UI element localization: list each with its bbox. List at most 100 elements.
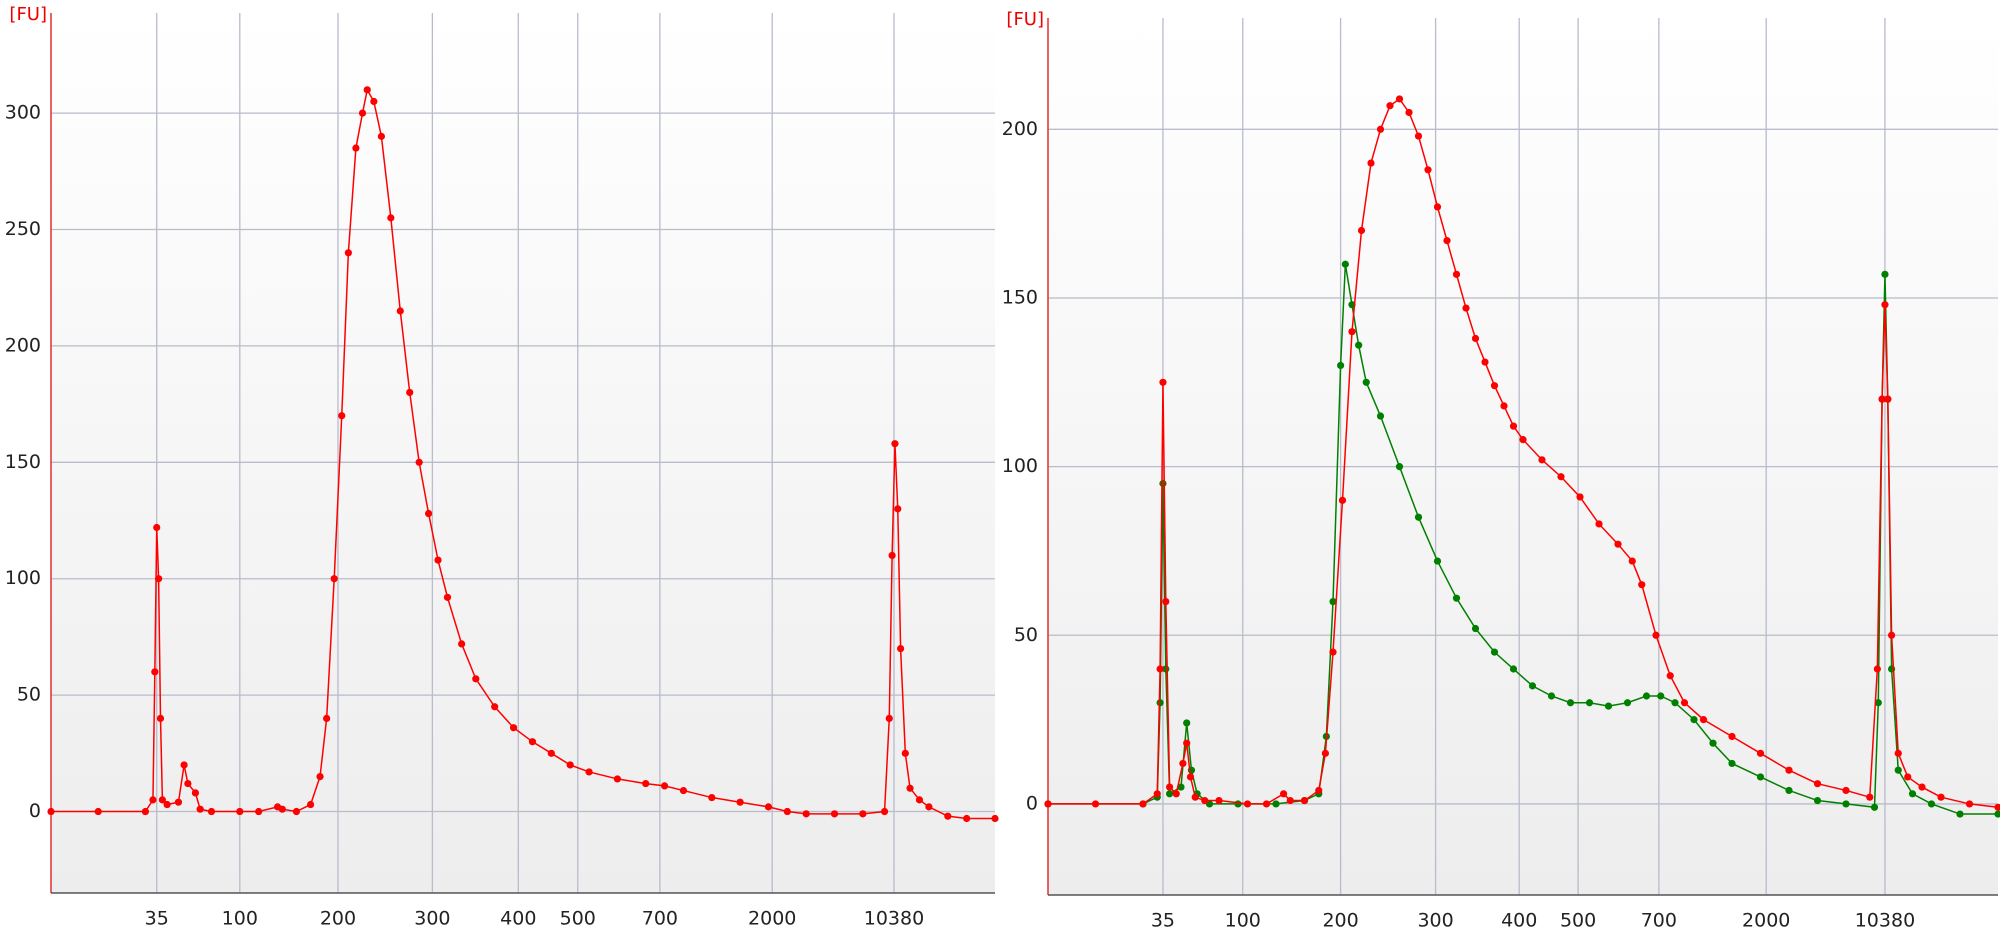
data-point xyxy=(443,593,452,601)
data-point xyxy=(1367,159,1375,167)
data-point xyxy=(1813,796,1822,805)
series-line xyxy=(1048,264,1998,815)
data-point xyxy=(1866,793,1874,801)
data-point xyxy=(1509,665,1518,673)
data-point xyxy=(406,388,414,397)
data-point xyxy=(330,575,338,583)
x-tick-label: 100 xyxy=(1225,910,1261,931)
data-point xyxy=(236,807,244,816)
data-point xyxy=(1139,800,1147,808)
data-point xyxy=(156,714,165,722)
data-point xyxy=(1642,692,1651,700)
data-point xyxy=(1166,783,1174,791)
data-point xyxy=(897,644,905,653)
data-point xyxy=(1490,648,1499,656)
data-point xyxy=(1842,786,1850,795)
y-tick-label: 100 xyxy=(1002,455,1038,477)
data-point xyxy=(783,807,791,816)
data-point xyxy=(1870,803,1879,811)
data-point xyxy=(472,675,480,683)
data-point xyxy=(1519,436,1527,444)
data-point xyxy=(1680,699,1689,707)
y-tick-label: 150 xyxy=(1002,286,1038,308)
data-point xyxy=(1215,796,1223,805)
data-point xyxy=(155,575,163,583)
data-point xyxy=(1405,108,1413,117)
data-point xyxy=(736,798,744,806)
data-point xyxy=(1709,739,1717,747)
data-point xyxy=(1908,790,1917,798)
data-point xyxy=(764,803,773,811)
data-point xyxy=(661,782,669,790)
data-point xyxy=(207,807,216,816)
data-point xyxy=(1162,597,1170,606)
data-point xyxy=(1177,783,1185,791)
data-point xyxy=(566,761,574,769)
data-point xyxy=(184,779,192,788)
data-point xyxy=(1300,796,1309,805)
data-point xyxy=(196,805,204,813)
data-point xyxy=(1904,773,1912,781)
data-point xyxy=(1652,631,1660,639)
data-point xyxy=(1471,334,1480,343)
data-point xyxy=(1500,402,1508,410)
data-point xyxy=(1785,786,1793,795)
data-point xyxy=(944,812,952,820)
data-point xyxy=(1557,473,1565,481)
data-point xyxy=(1443,237,1451,245)
data-point xyxy=(1395,95,1404,103)
data-point xyxy=(1699,716,1708,724)
data-point xyxy=(1433,203,1442,211)
data-point xyxy=(642,779,650,788)
data-point xyxy=(1666,672,1674,680)
data-point xyxy=(906,784,914,792)
data-point xyxy=(1172,790,1180,798)
y-tick-label: 100 xyxy=(5,567,41,589)
data-point xyxy=(915,796,924,804)
data-point xyxy=(1842,800,1850,808)
data-point xyxy=(1395,463,1404,471)
data-point xyxy=(1376,125,1385,133)
data-point xyxy=(509,724,518,732)
data-point xyxy=(344,249,352,257)
data-point xyxy=(1595,520,1603,528)
data-point xyxy=(1894,749,1902,757)
data-point xyxy=(180,761,188,769)
data-point xyxy=(1623,699,1632,707)
data-point xyxy=(1728,759,1736,768)
data-point xyxy=(278,805,286,813)
data-point xyxy=(1728,732,1736,741)
data-point xyxy=(1357,226,1366,235)
data-point xyxy=(1756,749,1765,757)
data-point xyxy=(1538,456,1546,464)
data-point xyxy=(153,523,161,532)
data-point xyxy=(1201,796,1209,805)
data-point xyxy=(1341,260,1349,268)
data-point xyxy=(991,814,999,823)
data-point xyxy=(1965,800,1974,808)
data-point xyxy=(1183,739,1191,747)
data-point xyxy=(1329,597,1337,606)
data-point xyxy=(1628,557,1636,565)
x-tick-label: 10380 xyxy=(1855,910,1915,931)
data-point xyxy=(491,703,499,711)
y-tick-label: 250 xyxy=(5,218,41,240)
data-point xyxy=(1156,665,1164,673)
data-point xyxy=(1994,803,2000,811)
data-point xyxy=(547,749,555,757)
data-point xyxy=(585,768,593,776)
data-point xyxy=(1414,513,1423,521)
data-point xyxy=(1884,395,1892,403)
data-point xyxy=(894,505,902,513)
data-point xyxy=(1874,699,1882,707)
data-point xyxy=(1604,702,1613,710)
data-point xyxy=(679,786,688,795)
data-point xyxy=(415,458,423,466)
x-tick-label: 500 xyxy=(1560,910,1596,931)
data-point xyxy=(1262,800,1271,808)
data-point xyxy=(352,144,360,152)
data-point xyxy=(1481,358,1489,366)
x-tick-label: 400 xyxy=(1501,910,1537,931)
data-point xyxy=(613,775,622,783)
